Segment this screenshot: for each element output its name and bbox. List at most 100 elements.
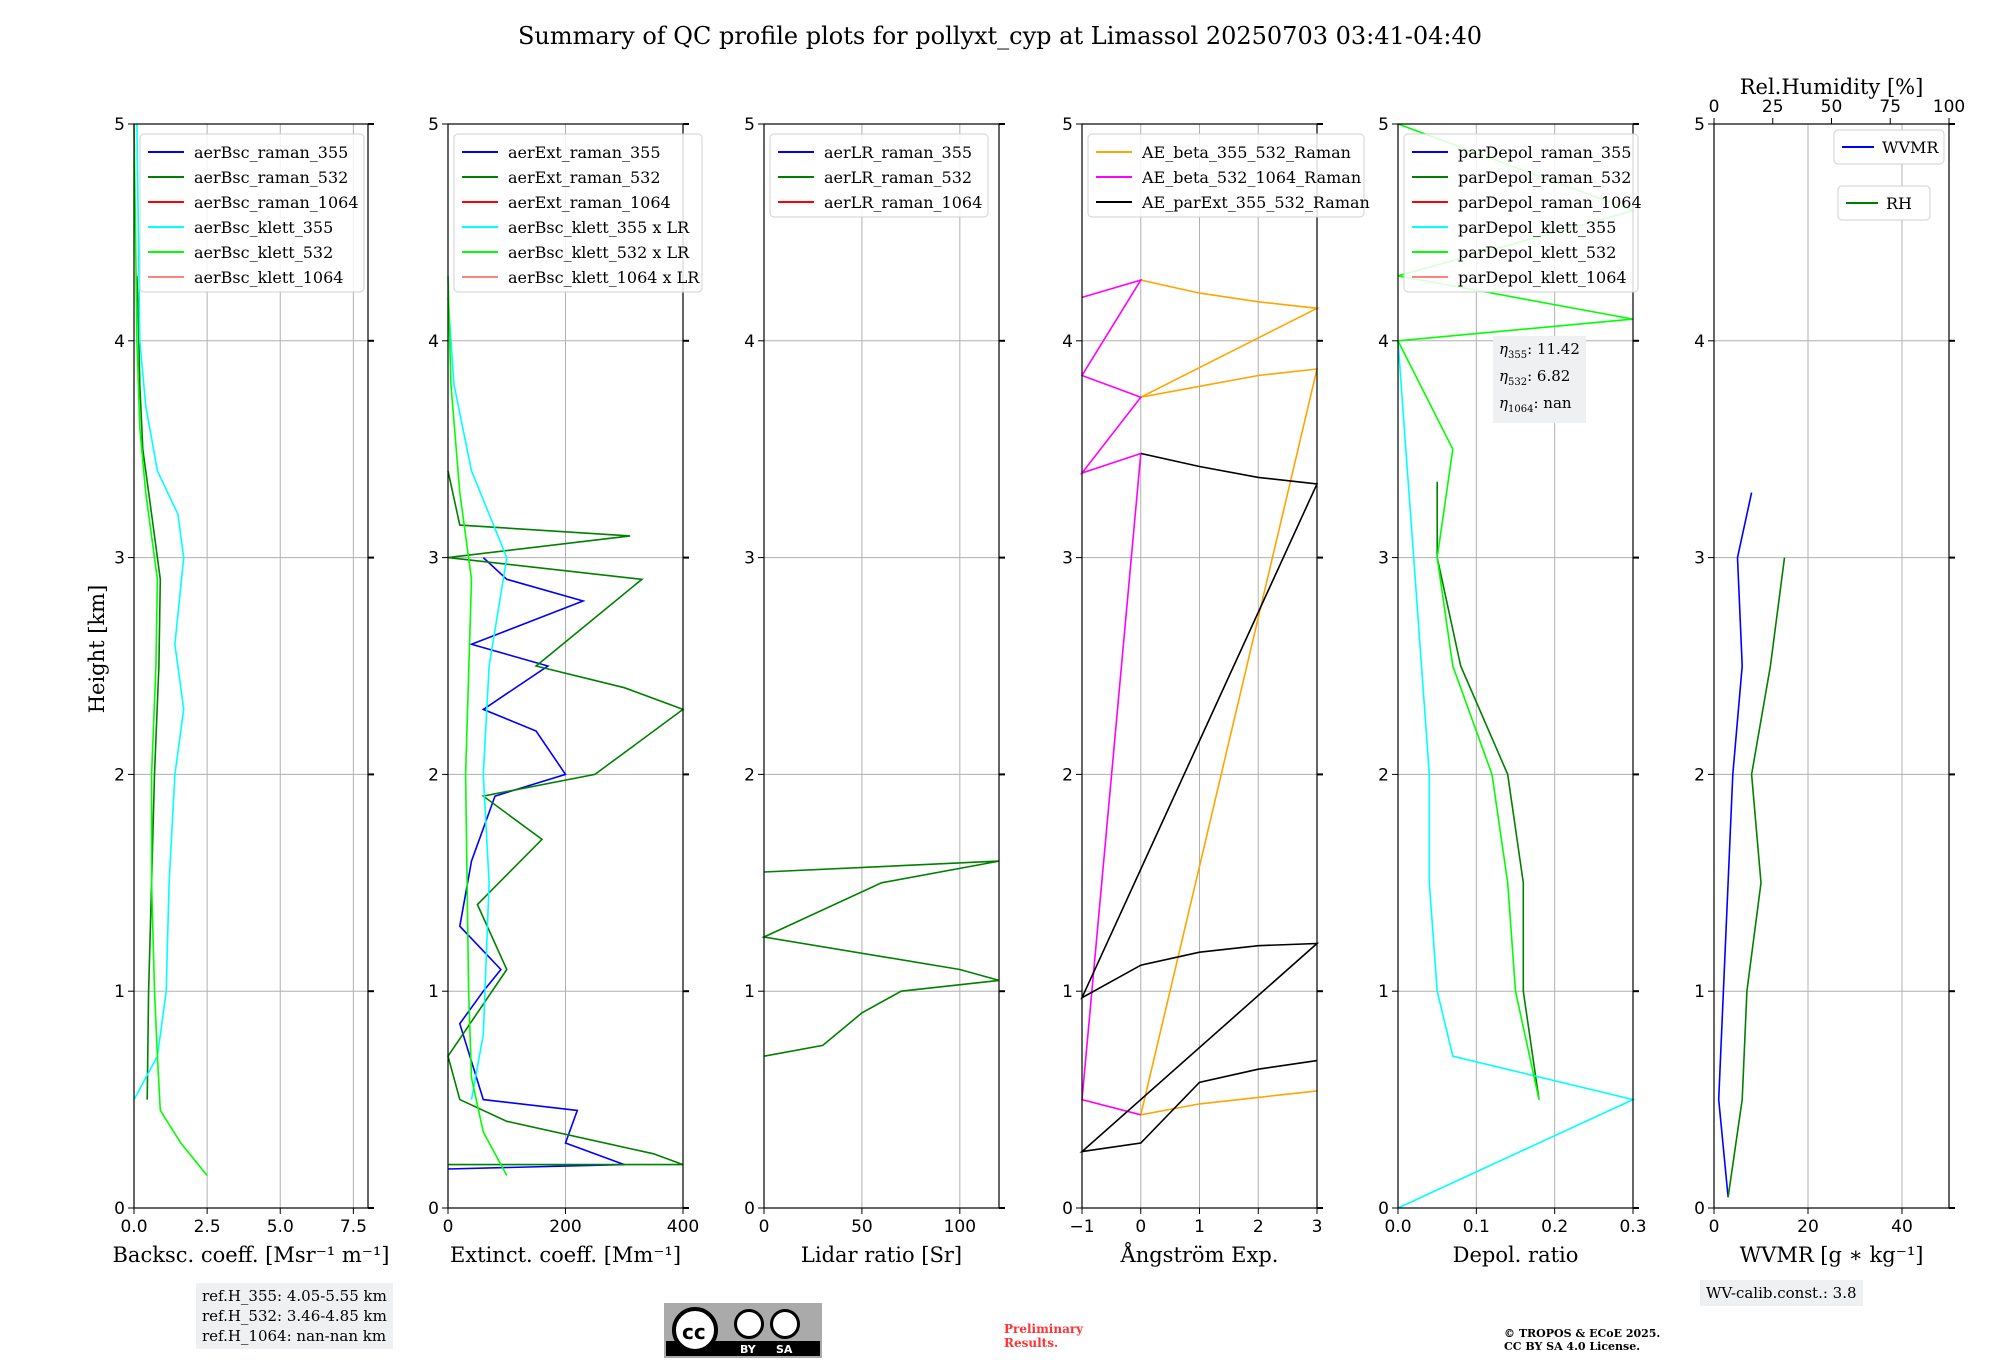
x-tick-label: 0.3 — [1619, 1217, 1646, 1237]
series-AE_beta_532_1064_Raman — [1079, 278, 1143, 1116]
panel-5: 0 1 2 3 4 5 0.0 0.1 0.2 0.3 Depol. ratio parDepol_r… — [1378, 115, 1646, 1267]
legend-box — [453, 133, 703, 293]
legend-entry: parDepol_raman_1064 — [1458, 193, 1642, 212]
x-tick-label: 1 — [1194, 1217, 1205, 1237]
y-tick-label: 0 — [744, 1199, 755, 1219]
x-tick-label: 0.1 — [1463, 1217, 1490, 1237]
x-tick-label: 0 — [1709, 1217, 1720, 1237]
x-tick-label: 2.5 — [194, 1217, 221, 1237]
legend-entry: parDepol_raman_532 — [1458, 168, 1631, 187]
y-tick-label: 0 — [114, 1199, 125, 1219]
figure-title: Summary of QC profile plots for pollyxt_… — [518, 22, 1482, 50]
y-tick-label: 2 — [1062, 765, 1073, 785]
legend-entry: parDepol_raman_355 — [1458, 143, 1631, 162]
y-tick-label: 4 — [1378, 332, 1389, 352]
legend-entry-wvmr: WVMR — [1882, 138, 1939, 157]
ref-height-355: ref.H_355: 4.05-5.55 km — [202, 1287, 387, 1305]
legend-entry: aerBsc_raman_355 — [194, 143, 348, 162]
eta-355: η355: 11.42 — [1499, 340, 1580, 361]
y-tick-label: 5 — [1378, 115, 1389, 135]
ref-height-532: ref.H_532: 3.46-4.85 km — [202, 1307, 387, 1325]
series-WVMR — [1717, 492, 1753, 1198]
x-tick-label: −1 — [1069, 1217, 1094, 1237]
legend-entry: parDepol_klett_355 — [1458, 218, 1616, 237]
series-aerBsc_raman_532 — [136, 275, 162, 1100]
y-tick-label: 5 — [428, 115, 439, 135]
x-axis-label: Extinct. coeff. [Mm⁻¹] — [450, 1243, 681, 1267]
x-tick-label: 7.5 — [340, 1217, 367, 1237]
top-tick-label: 25 — [1762, 97, 1784, 117]
x-axis-label: Lidar ratio [Sr] — [801, 1243, 962, 1267]
top-tick-label: 0 — [1709, 97, 1720, 117]
x-tick-label: 0.0 — [120, 1217, 147, 1237]
legend-entry-rh: RH — [1886, 194, 1912, 213]
series-AE_beta_355_532_Raman — [1139, 279, 1320, 1116]
legend-box — [139, 133, 365, 293]
legend-entry: aerExt_raman_532 — [508, 168, 661, 187]
series-aerBsc_klett_532 x LR — [447, 275, 508, 1176]
y-tick-label: 4 — [114, 332, 125, 352]
x-axis-label: Backsc. coeff. [Msr⁻¹ m⁻¹] — [113, 1243, 390, 1267]
x-tick-label: 20 — [1797, 1217, 1819, 1237]
y-tick-label: 0 — [1378, 1199, 1389, 1219]
x-tick-label: 0 — [1135, 1217, 1146, 1237]
legend-entry: aerLR_raman_355 — [824, 143, 972, 162]
legend-entry: AE_beta_355_532_Raman — [1141, 143, 1351, 162]
x-tick-label: 50 — [851, 1217, 873, 1237]
ref-height-1064: ref.H_1064: nan-nan km — [202, 1327, 387, 1345]
x-axis-label: WVMR [g ∗ kg⁻¹] — [1740, 1243, 1924, 1267]
axes-frame — [1713, 123, 1950, 1209]
legend-entry: aerExt_raman_355 — [508, 143, 661, 162]
legend-entry: parDepol_klett_1064 — [1458, 268, 1627, 287]
y-tick-label: 1 — [1694, 982, 1705, 1002]
series-RH — [1727, 557, 1786, 1198]
legend-entry: aerBsc_klett_1064 — [194, 268, 343, 287]
legend-entry: aerLR_raman_1064 — [824, 193, 982, 212]
y-tick-label: 3 — [114, 549, 125, 569]
x-axis-label: Ångström Exp. — [1120, 1242, 1279, 1267]
preliminary-notice: Preliminary Results. — [1004, 1322, 1084, 1350]
wv-calib-box: WV-calib.const.: 3.8 — [1700, 1280, 1863, 1306]
axes-frame — [1397, 123, 1634, 1209]
legend-box-rh — [1837, 185, 1931, 221]
x-axis-label: Depol. ratio — [1453, 1243, 1579, 1267]
y-tick-label: 3 — [1378, 549, 1389, 569]
x-tick-label: 2 — [1253, 1217, 1264, 1237]
y-tick-label: 1 — [1062, 982, 1073, 1002]
copyright-notice: © TROPOS & ECoE 2025. CC BY SA 4.0 Licen… — [1504, 1327, 1661, 1353]
x-tick-label: 40 — [1891, 1217, 1913, 1237]
y-tick-label: 2 — [1378, 765, 1389, 785]
y-tick-label: 3 — [428, 549, 439, 569]
legend-entry: aerBsc_klett_355 x LR — [508, 218, 690, 237]
series-AE_parExt_355_532_Raman — [1079, 452, 1320, 1153]
eta-532: η532: 6.82 — [1499, 367, 1571, 388]
legend-box — [1403, 133, 1639, 293]
y-tick-label: 4 — [1694, 332, 1705, 352]
y-tick-label: 5 — [744, 115, 755, 135]
x-tick-label: 0.0 — [1384, 1217, 1411, 1237]
axes-frame — [763, 123, 1000, 1209]
y-tick-label: 3 — [1062, 549, 1073, 569]
series-parDepol_raman_532 — [1436, 481, 1540, 1100]
series-aerBsc_klett_355 x LR — [447, 297, 508, 1100]
y-tick-label: 3 — [1694, 549, 1705, 569]
cc-sa-label: SA — [776, 1343, 793, 1356]
x-tick-label: 3 — [1312, 1217, 1323, 1237]
y-tick-label: 1 — [114, 982, 125, 1002]
series-aerBsc_klett_532 — [133, 123, 208, 1177]
legend-entry: aerExt_raman_1064 — [508, 193, 671, 212]
reference-height-box: ref.H_355: 4.05-5.55 km ref.H_532: 3.46-… — [196, 1283, 393, 1349]
top-tick-label: 50 — [1821, 97, 1843, 117]
y-tick-label: 5 — [1062, 115, 1073, 135]
cc-by-label: BY — [740, 1343, 756, 1356]
top-tick-label: 100 — [1933, 97, 1965, 117]
y-tick-label: 1 — [744, 982, 755, 1002]
attribution-icon — [734, 1309, 764, 1339]
axes-frame — [133, 123, 369, 1209]
panel-1: 0 1 2 3 4 5 0.0 2.5 5.0 7.5 Backsc. coeff. [Msr⁻¹ … — [113, 115, 390, 1267]
series-aerLR_raman_532 — [761, 860, 1000, 1057]
